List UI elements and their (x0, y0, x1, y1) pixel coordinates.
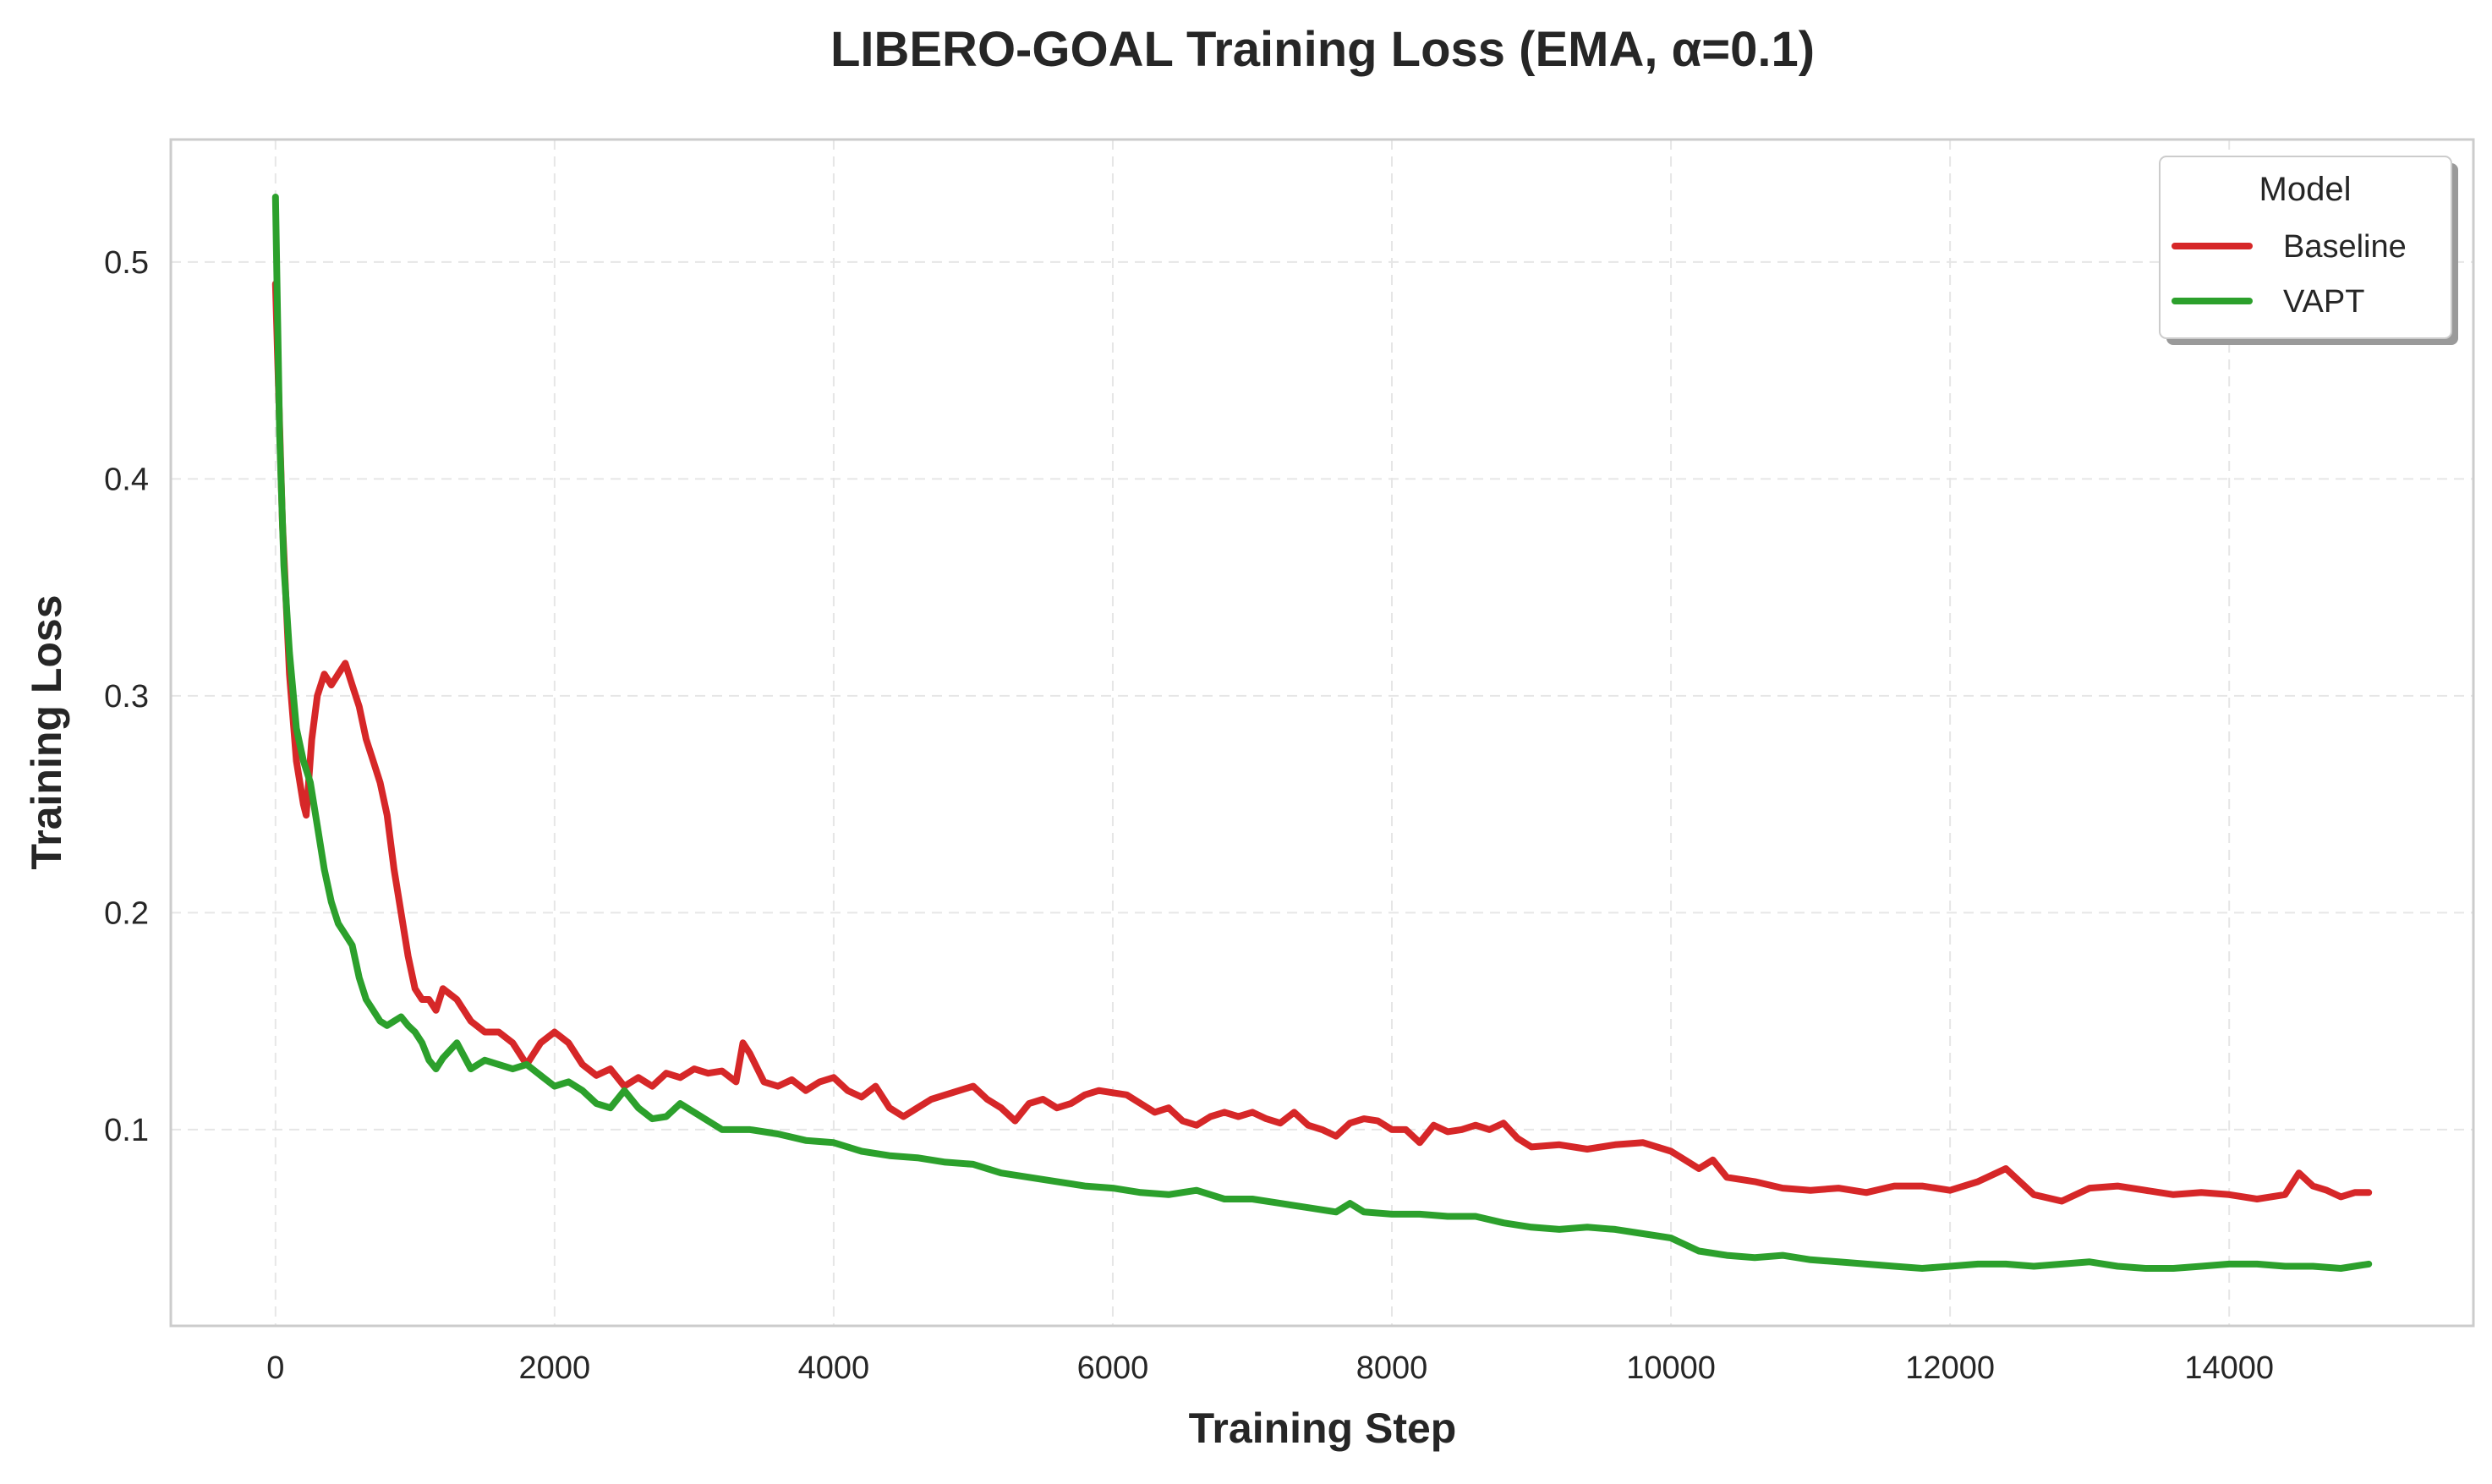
series-line-baseline (271, 280, 2373, 1205)
x-tick-label: 14000 (2184, 1350, 2274, 1386)
x-tick-label: 8000 (1356, 1350, 1428, 1386)
x-tick-label: 0 (266, 1350, 284, 1386)
y-tick-label: 0.2 (104, 895, 149, 931)
x-tick-label: 4000 (798, 1350, 870, 1386)
x-tick-label: 10000 (1626, 1350, 1716, 1386)
x-axis-label: Training Step (1189, 1405, 1457, 1452)
plot-frame (169, 138, 2475, 1328)
chart-title: LIBERO-GOAL Training Loss (EMA, α=0.1) (830, 22, 1815, 77)
y-tick-label: 0.3 (104, 679, 149, 715)
x-tick-labels: 0 2000 4000 6000 8000 10000 12000 14000 (266, 1350, 2274, 1386)
x-tick-label: 6000 (1077, 1350, 1149, 1386)
legend: Model Baseline VAPT (2159, 156, 2458, 345)
x-tick-label: 2000 (519, 1350, 591, 1386)
legend-box (2159, 156, 2452, 339)
legend-label-vapt: VAPT (2283, 284, 2364, 320)
legend-label-baseline: Baseline (2283, 229, 2407, 265)
y-tick-label: 0.4 (104, 462, 149, 497)
x-tick-label: 12000 (1905, 1350, 1995, 1386)
series-layer (271, 194, 2373, 1272)
y-tick-labels: 0.1 0.2 0.3 0.4 0.5 (104, 245, 149, 1148)
y-tick-label: 0.1 (104, 1113, 149, 1148)
y-axis-label: Training Loss (23, 594, 70, 869)
legend-title: Model (2259, 171, 2352, 208)
y-tick-label: 0.5 (104, 245, 149, 281)
series-line-vapt (271, 194, 2373, 1272)
